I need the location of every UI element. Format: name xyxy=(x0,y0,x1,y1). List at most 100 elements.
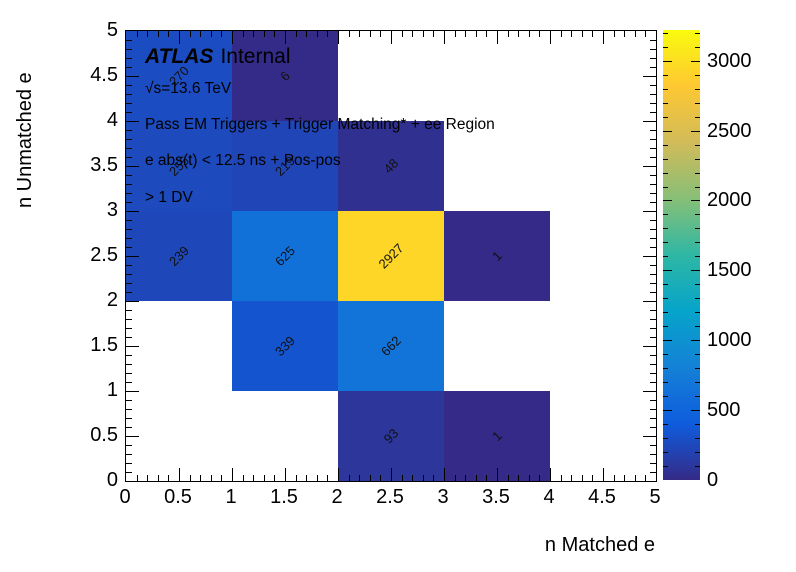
heatmap-cell xyxy=(338,391,444,481)
colorbar-tick-mark xyxy=(663,158,668,160)
tick-mark xyxy=(126,85,132,86)
colorbar xyxy=(663,30,700,480)
tick-mark xyxy=(518,31,520,37)
tick-mark xyxy=(475,31,477,37)
tick-mark xyxy=(126,409,132,410)
colorbar-tick-mark xyxy=(695,256,700,258)
tick-mark xyxy=(650,292,656,293)
tick-mark xyxy=(263,31,265,37)
colorbar-tick-mark xyxy=(663,326,668,328)
tick-mark xyxy=(465,31,467,37)
tick-mark xyxy=(126,463,132,464)
tick-mark xyxy=(650,328,656,329)
tick-mark xyxy=(126,211,139,212)
colorbar-tick-mark xyxy=(663,88,668,90)
tick-mark xyxy=(650,202,656,203)
tick-mark xyxy=(650,220,656,221)
tick-mark xyxy=(486,31,488,37)
tick-mark xyxy=(401,31,403,37)
tick-mark xyxy=(306,31,308,37)
colorbar-tick-mark xyxy=(695,312,700,314)
colorbar-tick-mark xyxy=(663,354,668,356)
tick-mark xyxy=(650,319,656,320)
tick-mark xyxy=(126,364,132,365)
heatmap-cell xyxy=(232,31,338,121)
colorbar-tick-mark xyxy=(695,354,700,356)
tick-mark xyxy=(168,475,170,481)
colorbar-tick-mark xyxy=(663,116,668,118)
tick-mark xyxy=(263,475,265,481)
colorbar-tick-mark xyxy=(695,214,700,216)
tick-mark xyxy=(391,31,392,44)
heatmap-cell xyxy=(126,31,232,121)
tick-mark xyxy=(221,475,223,481)
tick-mark xyxy=(126,436,139,437)
colorbar-tick-mark xyxy=(695,242,700,244)
annotation-timing: e abs(t) < 12.5 ns + Pos-pos xyxy=(145,152,341,169)
tick-mark xyxy=(126,40,132,41)
tick-mark xyxy=(126,103,132,104)
tick-mark xyxy=(603,31,604,44)
colorbar-tick-mark xyxy=(691,130,700,132)
colorbar-tick-mark xyxy=(695,74,700,76)
x-axis-tick-label: 2.5 xyxy=(376,486,404,508)
tick-mark xyxy=(560,475,562,481)
y-axis-tick-label: 4.5 xyxy=(90,64,118,86)
tick-mark xyxy=(592,475,594,481)
tick-mark xyxy=(465,475,467,481)
tick-mark xyxy=(285,468,286,481)
y-axis-tick-label: 4 xyxy=(106,109,118,131)
tick-mark xyxy=(295,475,297,481)
tick-mark xyxy=(126,400,132,401)
tick-mark xyxy=(126,229,132,230)
tick-mark xyxy=(253,31,255,37)
x-axis-tick-label: 3.5 xyxy=(482,486,510,508)
tick-mark xyxy=(571,475,573,481)
tick-mark xyxy=(650,94,656,95)
tick-mark xyxy=(338,31,339,44)
colorbar-tick-mark xyxy=(663,228,668,230)
tick-mark xyxy=(634,475,636,481)
tick-mark xyxy=(147,31,149,37)
colorbar-tick-mark xyxy=(663,74,668,76)
y-axis-tick-label: 1 xyxy=(106,379,118,401)
tick-mark xyxy=(126,472,132,473)
heatmap-cell xyxy=(232,301,338,391)
tick-mark xyxy=(650,238,656,239)
tick-mark xyxy=(550,468,551,481)
tick-mark xyxy=(200,475,202,481)
heatmap-cell xyxy=(232,121,338,211)
tick-mark xyxy=(338,468,339,481)
colorbar-tick-mark xyxy=(663,200,672,202)
colorbar-tick-label: 2500 xyxy=(707,119,752,142)
tick-mark xyxy=(126,94,132,95)
x-axis-tick-label: 2 xyxy=(331,486,343,508)
tick-mark xyxy=(369,475,371,481)
tick-mark xyxy=(210,475,212,481)
colorbar-tick-mark xyxy=(663,312,668,314)
tick-mark xyxy=(650,184,656,185)
colorbar-tick-mark xyxy=(663,452,668,454)
colorbar-tick-mark xyxy=(663,368,668,370)
colorbar-tick-mark xyxy=(663,298,668,300)
x-axis-tick-label: 0.5 xyxy=(164,486,192,508)
tick-mark xyxy=(126,445,132,446)
tick-mark xyxy=(650,418,656,419)
tick-mark xyxy=(650,382,656,383)
tick-mark xyxy=(189,475,191,481)
y-axis-title: n Unmatched e xyxy=(14,72,36,208)
colorbar-tick-mark xyxy=(695,172,700,174)
tick-mark xyxy=(422,475,424,481)
tick-mark xyxy=(650,58,656,59)
tick-mark xyxy=(136,31,138,37)
tick-mark xyxy=(327,31,329,37)
tick-mark xyxy=(380,475,382,481)
tick-mark xyxy=(643,121,656,122)
heatmap-cell xyxy=(444,211,550,301)
colorbar-tick-mark xyxy=(695,298,700,300)
colorbar-tick-mark xyxy=(691,60,700,62)
tick-mark xyxy=(650,337,656,338)
tick-mark xyxy=(126,418,132,419)
colorbar-tick-mark xyxy=(695,46,700,48)
tick-mark xyxy=(136,475,138,481)
